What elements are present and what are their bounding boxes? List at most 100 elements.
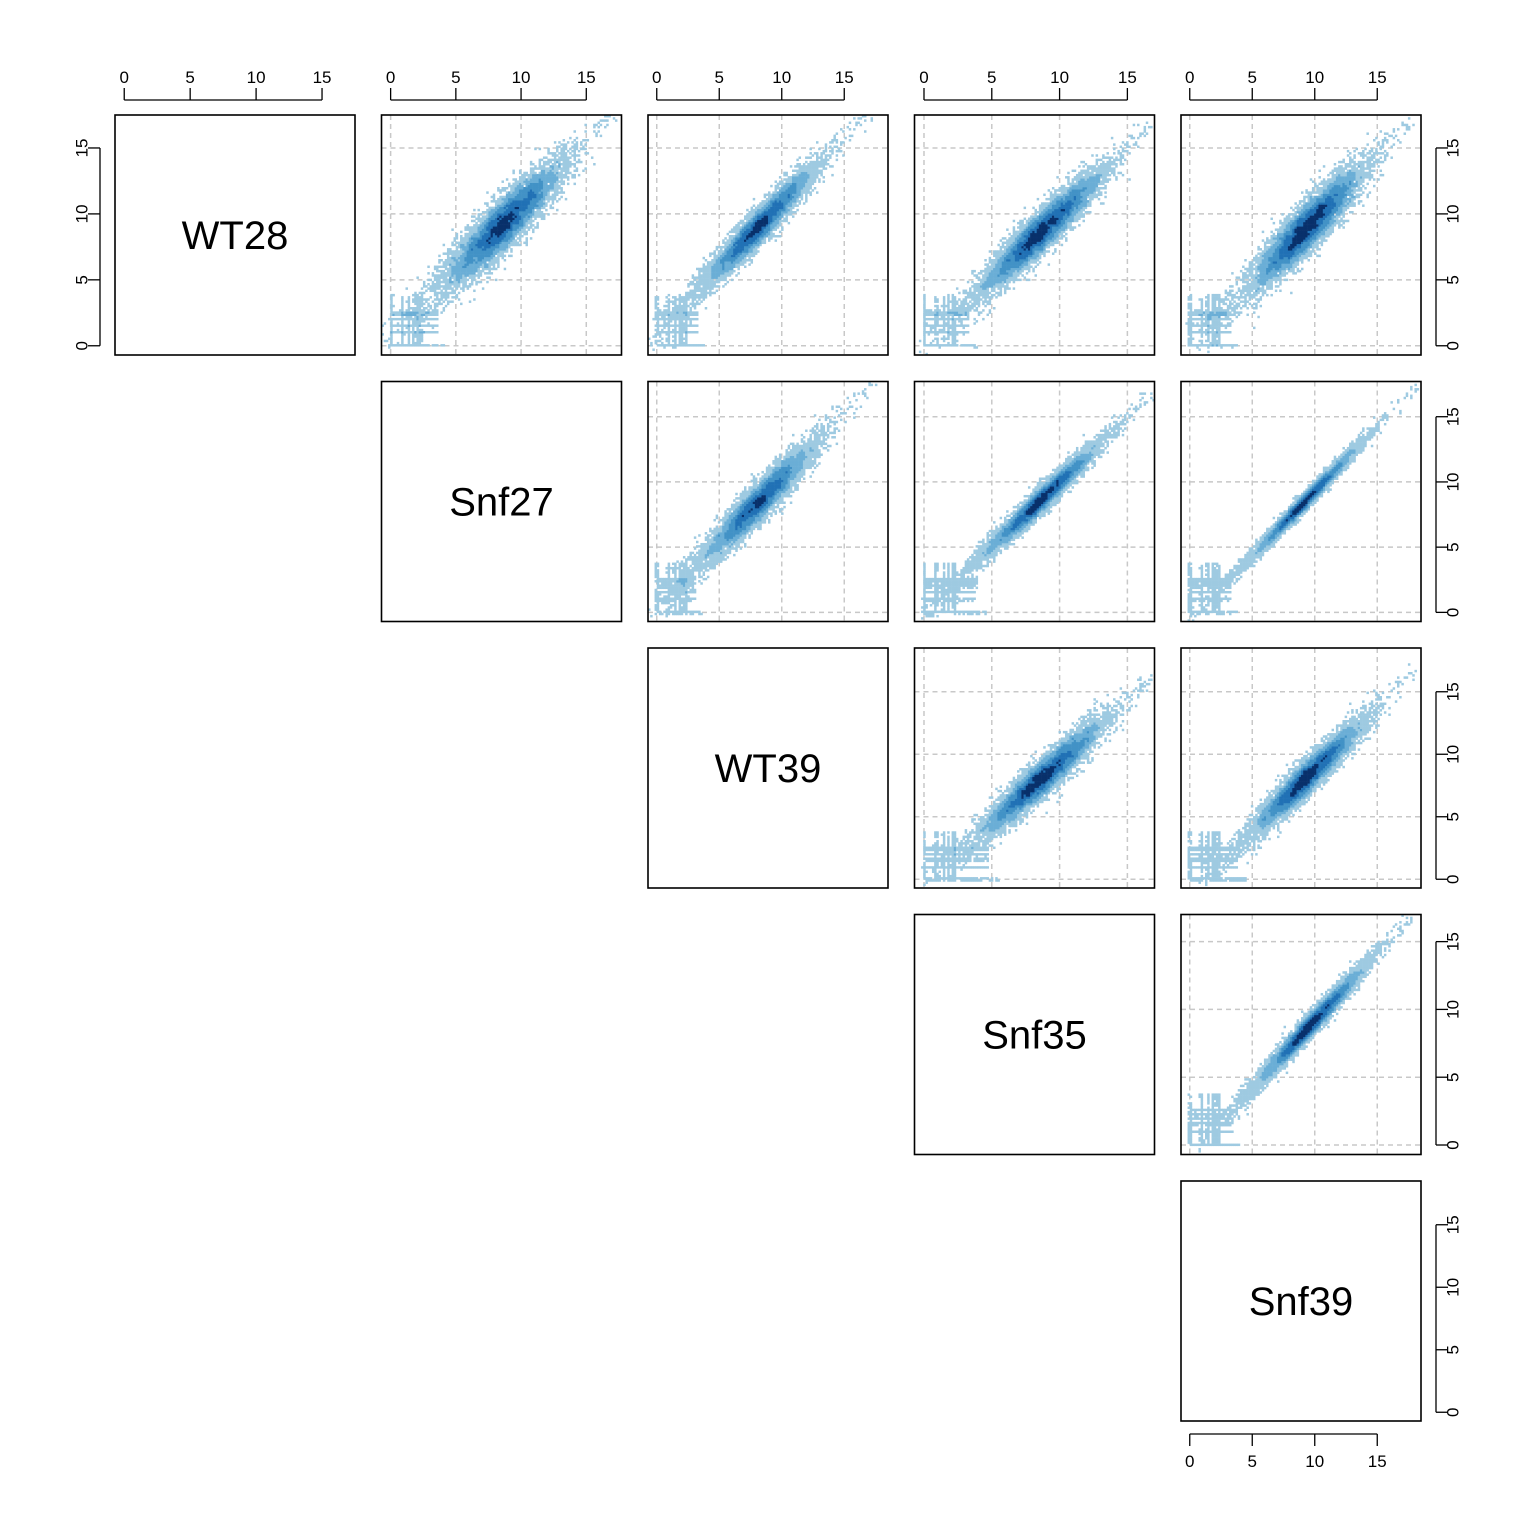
density-cell xyxy=(521,195,524,199)
density-cell xyxy=(492,245,496,249)
density-cell xyxy=(484,226,487,229)
density-cell xyxy=(829,154,832,157)
density-cell xyxy=(923,307,926,310)
density-cell xyxy=(462,245,465,249)
density-cell xyxy=(720,267,723,271)
density-cell xyxy=(800,171,804,175)
density-cell xyxy=(953,324,957,327)
density-cell xyxy=(934,298,937,301)
density-cell xyxy=(746,259,749,262)
density-cell xyxy=(486,235,489,238)
density-cell xyxy=(770,235,773,238)
density-cell xyxy=(473,261,476,264)
density-cell xyxy=(676,324,679,327)
density-cell xyxy=(990,278,994,282)
density-cell xyxy=(966,344,970,347)
density-cell xyxy=(1003,267,1007,271)
density-cell xyxy=(523,180,526,183)
density-cell xyxy=(1017,274,1020,277)
density-cell xyxy=(527,197,531,201)
density-cell xyxy=(536,224,539,227)
density-cell xyxy=(737,221,740,225)
density-cell xyxy=(464,263,467,266)
density-cell xyxy=(1045,215,1048,218)
density-cell xyxy=(931,339,935,343)
density-cell xyxy=(824,147,828,151)
density-cell xyxy=(501,221,504,225)
density-cell xyxy=(696,276,699,279)
density-cell xyxy=(984,293,987,297)
density-cell xyxy=(464,241,467,245)
density-cell xyxy=(1058,187,1061,190)
density-cell xyxy=(462,250,465,253)
density-cell xyxy=(682,317,686,321)
density-cell xyxy=(479,219,483,223)
density-cell xyxy=(770,213,773,216)
density-cell xyxy=(754,245,758,249)
density-cell xyxy=(479,263,483,266)
density-cell xyxy=(560,189,563,192)
density-cell xyxy=(945,317,948,321)
density-cell xyxy=(995,272,998,275)
density-cell xyxy=(704,296,708,299)
density-cell xyxy=(595,134,598,138)
density-cell xyxy=(569,136,572,140)
density-cell xyxy=(750,206,754,210)
density-cell xyxy=(429,317,432,321)
density-cell xyxy=(676,315,679,319)
density-cell xyxy=(733,230,736,234)
density-cell xyxy=(802,173,806,177)
density-cell xyxy=(556,182,559,186)
density-cell xyxy=(942,317,946,321)
density-cell xyxy=(794,191,797,194)
density-cell xyxy=(689,309,692,312)
density-cell xyxy=(1023,265,1027,269)
density-cell xyxy=(497,228,500,231)
density-cell xyxy=(510,202,513,205)
density-cell xyxy=(466,261,470,264)
density-cell xyxy=(667,293,671,297)
density-cell xyxy=(765,226,769,229)
density-cell xyxy=(1006,228,1009,231)
density-cell xyxy=(481,265,485,269)
density-cell xyxy=(669,324,673,327)
density-cell xyxy=(796,173,799,177)
density-cell xyxy=(748,232,751,236)
density-cell xyxy=(676,311,679,314)
density-cell xyxy=(923,333,926,336)
density-cell xyxy=(556,169,559,173)
density-cell xyxy=(440,274,443,277)
density-cell xyxy=(538,208,542,212)
density-cell xyxy=(444,298,448,301)
density-cell xyxy=(1062,215,1066,218)
density-cell xyxy=(733,237,736,240)
density-cell xyxy=(466,243,470,247)
density-cell xyxy=(752,250,756,253)
density-cell xyxy=(1054,248,1057,251)
density-cell xyxy=(475,263,478,266)
density-cell xyxy=(527,202,531,205)
density-cell xyxy=(726,267,730,271)
density-cell xyxy=(1049,211,1053,214)
density-cell xyxy=(667,326,671,330)
density-cell xyxy=(407,344,411,347)
density-cell xyxy=(521,184,524,188)
density-cell xyxy=(503,259,507,262)
density-cell xyxy=(960,313,963,317)
density-cell xyxy=(728,248,732,251)
density-cell xyxy=(1056,206,1059,210)
density-cell xyxy=(494,243,498,247)
density-cell xyxy=(433,317,437,321)
density-cell xyxy=(665,339,668,343)
density-cell xyxy=(938,346,941,349)
density-cell xyxy=(958,304,961,308)
density-cell xyxy=(446,261,450,264)
density-cell xyxy=(744,228,747,231)
density-cell xyxy=(1014,256,1018,260)
density-cell xyxy=(724,256,727,260)
density-cell xyxy=(542,204,546,207)
density-cell xyxy=(1075,219,1079,223)
density-cell xyxy=(759,237,762,240)
density-cell xyxy=(796,178,799,181)
density-cell xyxy=(1082,189,1085,192)
